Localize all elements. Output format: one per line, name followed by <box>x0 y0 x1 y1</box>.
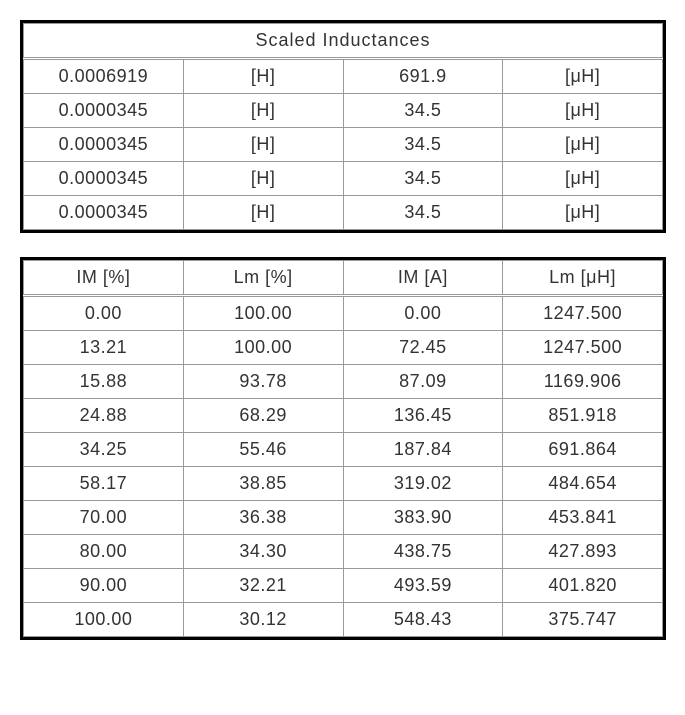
cell: 68.29 <box>183 399 343 433</box>
cell: 0.0000345 <box>24 94 184 128</box>
column-header: Lm [%] <box>183 261 343 296</box>
cell: 375.747 <box>503 603 663 637</box>
table-row: 0.0000345 [H] 34.5 [μH] <box>24 196 663 230</box>
table-row: 100.00 30.12 548.43 375.747 <box>24 603 663 637</box>
cell: 34.5 <box>343 94 503 128</box>
table-row: 24.88 68.29 136.45 851.918 <box>24 399 663 433</box>
cell: 383.90 <box>343 501 503 535</box>
cell: 100.00 <box>183 331 343 365</box>
cell: 93.78 <box>183 365 343 399</box>
cell: 100.00 <box>24 603 184 637</box>
cell: 34.25 <box>24 433 184 467</box>
cell: 0.0000345 <box>24 162 184 196</box>
table-row: 80.00 34.30 438.75 427.893 <box>24 535 663 569</box>
cell: 32.21 <box>183 569 343 603</box>
cell: 34.5 <box>343 196 503 230</box>
cell: 87.09 <box>343 365 503 399</box>
cell: 70.00 <box>24 501 184 535</box>
column-header: IM [%] <box>24 261 184 296</box>
column-header: Lm [μH] <box>503 261 663 296</box>
cell: 34.30 <box>183 535 343 569</box>
column-header: IM [A] <box>343 261 503 296</box>
cell: 0.0000345 <box>24 196 184 230</box>
table-row: 90.00 32.21 493.59 401.820 <box>24 569 663 603</box>
cell: 58.17 <box>24 467 184 501</box>
cell: [μH] <box>503 128 663 162</box>
cell: 1247.500 <box>503 331 663 365</box>
cell: 493.59 <box>343 569 503 603</box>
cell: 0.0006919 <box>24 59 184 94</box>
cell: 1247.500 <box>503 296 663 331</box>
table-row: 0.0006919 [H] 691.9 [μH] <box>24 59 663 94</box>
cell: 187.84 <box>343 433 503 467</box>
cell: 438.75 <box>343 535 503 569</box>
cell: 319.02 <box>343 467 503 501</box>
table-row: 70.00 36.38 383.90 453.841 <box>24 501 663 535</box>
cell: 548.43 <box>343 603 503 637</box>
cell: [μH] <box>503 196 663 230</box>
cell: 0.0000345 <box>24 128 184 162</box>
im-lm-table: IM [%] Lm [%] IM [A] Lm [μH] 0.00 100.00… <box>23 260 663 637</box>
cell: 427.893 <box>503 535 663 569</box>
cell: [H] <box>183 162 343 196</box>
cell: 100.00 <box>183 296 343 331</box>
cell: 136.45 <box>343 399 503 433</box>
table-row: 34.25 55.46 187.84 691.864 <box>24 433 663 467</box>
table-title-row: Scaled Inductances <box>24 24 663 59</box>
scaled-inductances-table-wrapper: Scaled Inductances 0.0006919 [H] 691.9 [… <box>20 20 666 233</box>
cell: 0.00 <box>343 296 503 331</box>
cell: 15.88 <box>24 365 184 399</box>
table-row: 58.17 38.85 319.02 484.654 <box>24 467 663 501</box>
table-row: 0.0000345 [H] 34.5 [μH] <box>24 128 663 162</box>
table-row: 0.00 100.00 0.00 1247.500 <box>24 296 663 331</box>
cell: [H] <box>183 59 343 94</box>
cell: 1169.906 <box>503 365 663 399</box>
cell: 24.88 <box>24 399 184 433</box>
cell: 453.841 <box>503 501 663 535</box>
table-row: 13.21 100.00 72.45 1247.500 <box>24 331 663 365</box>
cell: 30.12 <box>183 603 343 637</box>
cell: 0.00 <box>24 296 184 331</box>
table-header-row: IM [%] Lm [%] IM [A] Lm [μH] <box>24 261 663 296</box>
cell: [μH] <box>503 94 663 128</box>
cell: 851.918 <box>503 399 663 433</box>
scaled-inductances-table: Scaled Inductances 0.0006919 [H] 691.9 [… <box>23 23 663 230</box>
cell: 34.5 <box>343 128 503 162</box>
table-row: 0.0000345 [H] 34.5 [μH] <box>24 162 663 196</box>
cell: [μH] <box>503 59 663 94</box>
cell: 691.9 <box>343 59 503 94</box>
cell: 13.21 <box>24 331 184 365</box>
cell: [H] <box>183 128 343 162</box>
cell: 55.46 <box>183 433 343 467</box>
cell: 90.00 <box>24 569 184 603</box>
im-lm-table-wrapper: IM [%] Lm [%] IM [A] Lm [μH] 0.00 100.00… <box>20 257 666 640</box>
cell: 691.864 <box>503 433 663 467</box>
cell: 80.00 <box>24 535 184 569</box>
cell: 484.654 <box>503 467 663 501</box>
cell: [H] <box>183 94 343 128</box>
table-row: 0.0000345 [H] 34.5 [μH] <box>24 94 663 128</box>
cell: 401.820 <box>503 569 663 603</box>
cell: 38.85 <box>183 467 343 501</box>
cell: 34.5 <box>343 162 503 196</box>
cell: 72.45 <box>343 331 503 365</box>
table-row: 15.88 93.78 87.09 1169.906 <box>24 365 663 399</box>
table-title: Scaled Inductances <box>24 24 663 59</box>
cell: 36.38 <box>183 501 343 535</box>
cell: [μH] <box>503 162 663 196</box>
cell: [H] <box>183 196 343 230</box>
